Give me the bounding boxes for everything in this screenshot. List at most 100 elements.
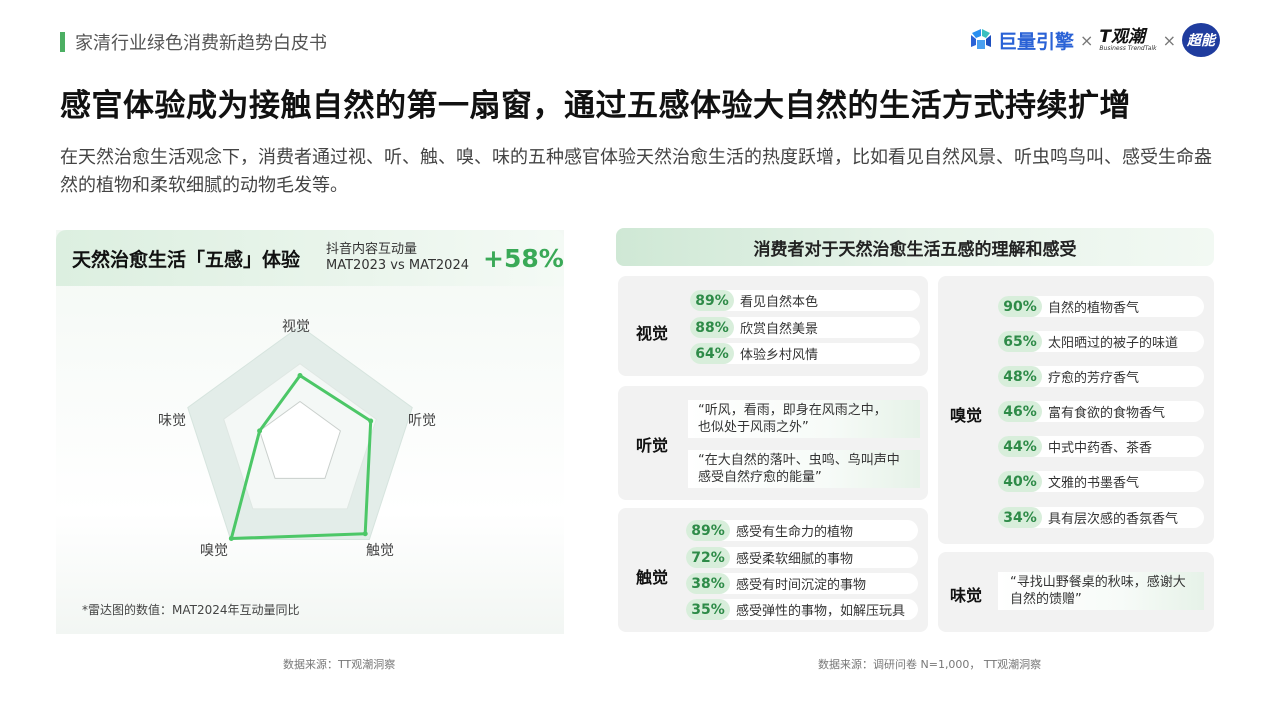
brand2-name: T观潮	[1099, 26, 1146, 47]
radar-axis-label-visual: 视觉	[282, 319, 310, 335]
smell-item-pct: 65%	[998, 331, 1042, 352]
touch-item-pct: 35%	[686, 599, 730, 620]
hearing-quote: “听风，看雨，即身在风雨之中， 也似处于风雨之外”	[688, 400, 920, 438]
page-subtitle: 在天然治愈生活观念下，消费者通过视、听、触、嗅、味的五种感官体验天然治愈生活的热…	[60, 147, 1212, 196]
left-source: 数据来源：TT观潮洞察	[283, 658, 396, 671]
quote-line: 感受自然疗愈的能量”	[698, 470, 822, 485]
smell-item-pct: 90%	[998, 296, 1042, 317]
touch-item-text: 感受柔软细腻的事物	[736, 552, 854, 567]
accent-bar	[60, 32, 65, 52]
touch-label: 触觉	[636, 568, 669, 587]
visual-item-text: 体验乡村风情	[740, 348, 819, 363]
right-source: 数据来源：调研问卷 N=1,000， TT观潮洞察	[818, 658, 1042, 671]
smell-item-pct: 40%	[998, 471, 1042, 492]
radar-point-2	[362, 531, 368, 537]
taste-card: 味觉 “寻找山野餐桌的秋味，感谢大 自然的馈赠”	[938, 552, 1214, 632]
radar-point-1	[368, 418, 374, 424]
oceanengine-logo-icon	[970, 29, 991, 49]
taste-label: 味觉	[950, 586, 983, 605]
radar-note: *雷达图的数值：MAT2024年互动量同比	[82, 603, 300, 617]
smell-item-text: 疗愈的芳疗香气	[1048, 371, 1140, 386]
touch-item-text: 感受弹性的事物，如解压玩具	[736, 604, 906, 619]
brand-separator-2: ×	[1162, 30, 1176, 50]
smell-item: 40% 文雅的书墨香气	[998, 471, 1204, 492]
visual-item: 64% 体验乡村风情	[690, 343, 920, 364]
smell-card: 嗅觉 90% 自然的植物香气 65% 太阳晒过的被子的味道 48% 疗愈的芳疗香气 4…	[938, 276, 1214, 544]
radar-series-polygon	[229, 374, 373, 541]
visual-item: 89% 看见自然本色	[690, 290, 920, 311]
growth-value: +58%	[483, 243, 564, 273]
brand2-sub: Business TrendTalk	[1099, 44, 1157, 52]
radar-point-4	[257, 428, 263, 434]
touch-item: 72% 感受柔软细腻的事物	[686, 547, 918, 568]
touch-item-pct: 38%	[686, 573, 730, 594]
smell-item: 34% 具有层次感的香氛香气	[998, 507, 1204, 528]
smell-item-text: 富有食欲的食物香气	[1048, 406, 1166, 421]
metric-line-2: MAT2023 vs MAT2024	[326, 258, 469, 273]
radar-axis-label-touch: 触觉	[366, 543, 394, 559]
smell-item: 46% 富有食欲的食物香气	[998, 401, 1204, 422]
smell-item: 90% 自然的植物香气	[998, 296, 1204, 317]
radar-panel-title: 天然治愈生活「五感」体验	[72, 248, 301, 271]
smell-item: 44% 中式中药香、茶香	[998, 436, 1204, 457]
partner-logos: 巨量引擎 × T观潮 Business TrendTalk × 超能	[968, 22, 1220, 58]
five-senses-radar-panel: 天然治愈生活「五感」体验 抖音内容互动量 MAT2023 vs MAT2024 …	[56, 230, 564, 634]
smell-item-text: 中式中药香、茶香	[1048, 441, 1153, 456]
touch-item-text: 感受有生命力的植物	[736, 525, 854, 540]
smell-item-text: 具有层次感的香氛香气	[1048, 512, 1179, 527]
page-title: 感官体验成为接触自然的第一扇窗，通过五感体验大自然的生活方式持续扩增	[60, 88, 1131, 124]
visual-card: 视觉 89% 看见自然本色 88% 欣赏自然美景 64% 体验乡村风情	[618, 276, 928, 376]
survey-panel-title: 消费者对于天然治愈生活五感的理解和感受	[616, 228, 1214, 266]
visual-item: 88% 欣赏自然美景	[690, 317, 920, 338]
smell-item-pct: 44%	[998, 436, 1042, 457]
smell-item-pct: 34%	[998, 507, 1042, 528]
hearing-quote: “在大自然的落叶、虫鸣、鸟叫声中 感受自然疗愈的能量”	[688, 450, 920, 488]
radar-axis-label-smell: 嗅觉	[200, 543, 228, 559]
visual-item-pct: 89%	[690, 290, 734, 311]
hearing-card: 听觉 “听风，看雨，即身在风雨之中， 也似处于风雨之外” “在大自然的落叶、虫鸣…	[618, 386, 928, 500]
touch-item: 38% 感受有时间沉淀的事物	[686, 573, 918, 594]
visual-item-pct: 88%	[690, 317, 734, 338]
smell-item: 65% 太阳晒过的被子的味道	[998, 331, 1204, 352]
brand1-name: 巨量引擎	[997, 30, 1074, 53]
visual-item-text: 欣赏自然美景	[740, 322, 819, 337]
brand-ttguanchao: T观潮 Business TrendTalk	[1099, 26, 1157, 52]
radar-point-0	[297, 373, 303, 379]
visual-label: 视觉	[636, 324, 669, 343]
touch-item-text: 感受有时间沉淀的事物	[736, 578, 867, 593]
quote-line: “寻找山野餐桌的秋味，感谢大	[1010, 575, 1186, 590]
smell-item-pct: 48%	[998, 366, 1042, 387]
smell-label: 嗅觉	[950, 406, 983, 425]
radar-inner-ring	[259, 401, 341, 479]
radar-point-3	[228, 536, 234, 542]
smell-item-text: 太阳晒过的被子的味道	[1048, 336, 1179, 351]
smell-item-text: 文雅的书墨香气	[1048, 476, 1140, 491]
section-label: 家清行业绿色消费新趋势白皮书	[75, 33, 327, 54]
radar-axis-label-taste: 味觉	[158, 413, 186, 429]
visual-item-text: 看见自然本色	[740, 295, 819, 310]
quote-line: 也似处于风雨之外”	[698, 420, 809, 435]
touch-item-pct: 89%	[686, 520, 730, 541]
radar-chart	[187, 325, 413, 542]
brand-chaoneng: 超能	[1182, 23, 1220, 57]
smell-item-pct: 46%	[998, 401, 1042, 422]
brand-separator: ×	[1080, 30, 1094, 50]
radar-panel-metric: 抖音内容互动量 MAT2023 vs MAT2024	[326, 242, 469, 274]
quote-line: “听风，看雨，即身在风雨之中，	[698, 403, 887, 418]
radar-panel-header: 天然治愈生活「五感」体验 抖音内容互动量 MAT2023 vs MAT2024 …	[56, 230, 564, 286]
brand-oceanengine: 巨量引擎	[968, 27, 1074, 54]
touch-item: 89% 感受有生命力的植物	[686, 520, 918, 541]
touch-card: 触觉 89% 感受有生命力的植物 72% 感受柔软细腻的事物 38% 感受有时间沉淀的…	[618, 508, 928, 632]
taste-quote: “寻找山野餐桌的秋味，感谢大 自然的馈赠”	[998, 572, 1204, 610]
quote-line: “在大自然的落叶、虫鸣、鸟叫声中	[698, 453, 900, 468]
quote-line: 自然的馈赠”	[1010, 592, 1082, 607]
radar-axis-label-hearing: 听觉	[408, 413, 436, 429]
hearing-label: 听觉	[636, 436, 669, 455]
metric-line-1: 抖音内容互动量	[326, 242, 418, 257]
touch-item: 35% 感受弹性的事物，如解压玩具	[686, 599, 918, 620]
touch-item-pct: 72%	[686, 547, 730, 568]
smell-item: 48% 疗愈的芳疗香气	[998, 366, 1204, 387]
section-header: 家清行业绿色消费新趋势白皮书	[60, 28, 327, 56]
smell-item-text: 自然的植物香气	[1048, 301, 1140, 316]
visual-item-pct: 64%	[690, 343, 734, 364]
